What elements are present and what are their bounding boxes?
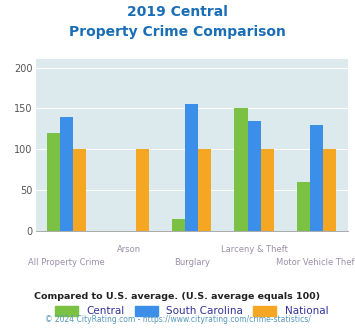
Text: Arson: Arson (117, 245, 141, 254)
Text: All Property Crime: All Property Crime (28, 258, 105, 267)
Bar (185, 104, 198, 231)
Bar (261, 149, 274, 231)
Text: 2019 Central: 2019 Central (127, 5, 228, 19)
Text: Larceny & Theft: Larceny & Theft (221, 245, 288, 254)
Bar (136, 149, 149, 231)
Bar (60, 116, 73, 231)
Bar (47, 133, 60, 231)
Text: Compared to U.S. average. (U.S. average equals 100): Compared to U.S. average. (U.S. average … (34, 292, 321, 301)
Legend: Central, South Carolina, National: Central, South Carolina, National (51, 301, 333, 320)
Bar (248, 121, 261, 231)
Text: Motor Vehicle Theft: Motor Vehicle Theft (276, 258, 355, 267)
Bar (310, 125, 323, 231)
Bar (323, 149, 336, 231)
Bar (172, 219, 185, 231)
Text: © 2024 CityRating.com - https://www.cityrating.com/crime-statistics/: © 2024 CityRating.com - https://www.city… (45, 315, 310, 324)
Bar (235, 109, 248, 231)
Text: Burglary: Burglary (174, 258, 210, 267)
Text: Property Crime Comparison: Property Crime Comparison (69, 25, 286, 39)
Bar (297, 182, 310, 231)
Bar (73, 149, 86, 231)
Bar (198, 149, 211, 231)
